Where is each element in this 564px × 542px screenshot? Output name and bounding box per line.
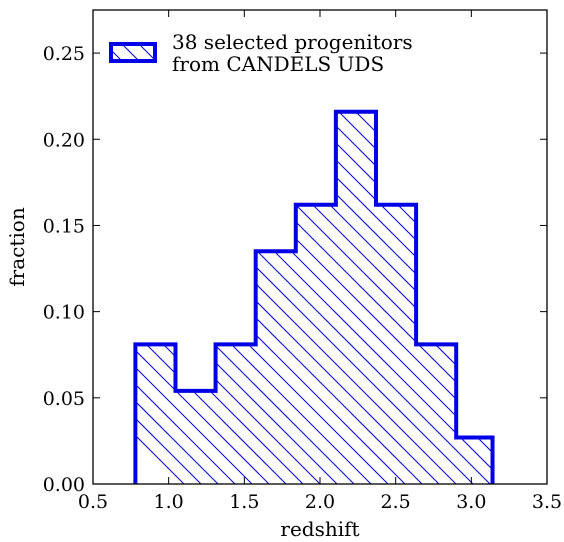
x-axis-title: redshift: [280, 517, 359, 541]
y-tick-label: 0.10: [43, 302, 85, 324]
x-tick-label: 1.5: [229, 491, 259, 513]
y-tick-label: 0.25: [43, 43, 85, 65]
x-tick-label: 2.5: [381, 491, 411, 513]
histogram-outline: [133, 109, 495, 484]
legend-label-line-1: 38 selected progenitors: [172, 30, 413, 54]
y-tick-label: 0.15: [43, 215, 85, 237]
y-axis-title: fraction: [5, 207, 29, 287]
x-tick-label: 1.0: [154, 491, 184, 513]
y-tick-label: 0.20: [43, 129, 85, 151]
plot-background: [93, 10, 547, 484]
y-tick-label: 0.05: [43, 388, 85, 410]
x-tick-label: 3.0: [456, 491, 486, 513]
x-tick-label: 2.0: [305, 491, 335, 513]
x-tick-label: 0.5: [78, 491, 108, 513]
legend-swatch: [109, 42, 157, 63]
y-tick-label: 0.00: [43, 474, 85, 496]
x-tick-label: 3.5: [532, 491, 562, 513]
legend-label-line-2: from CANDELS UDS: [172, 52, 384, 76]
